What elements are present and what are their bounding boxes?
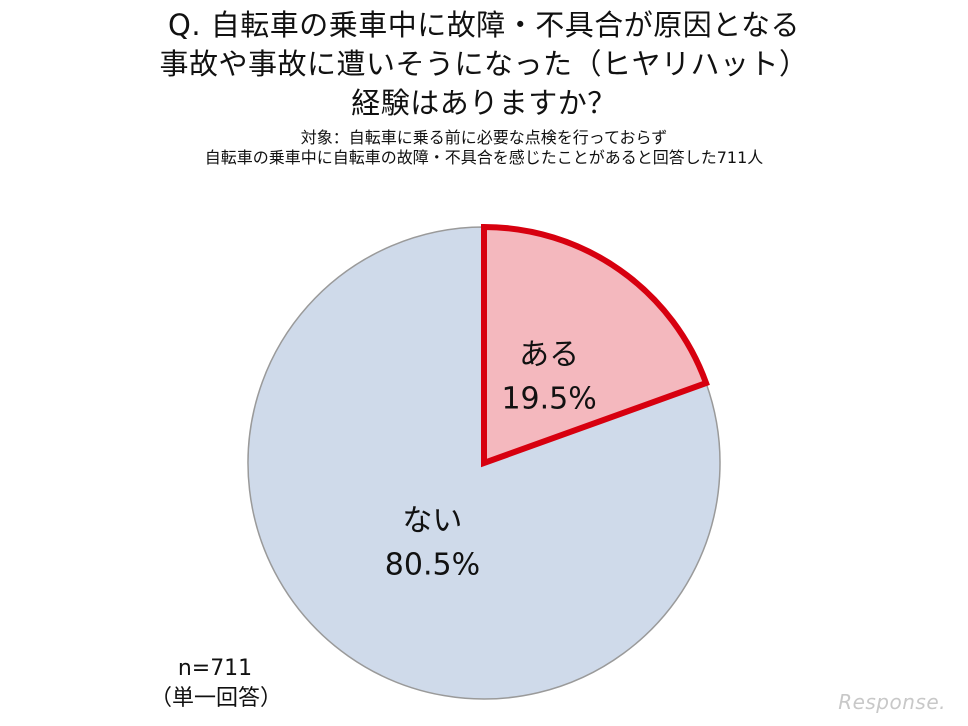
chart-subtitle: 対象：自転車に乗る前に必要な点検を行っておらず 自転車の乗車中に自転車の故障・不… (0, 128, 968, 168)
chart-title-line-2: 事故や事故に遭いそうになった（ヒヤリハット） (159, 47, 809, 81)
slice-value-label: 80.5% (385, 547, 480, 582)
chart-title-line-1: Q. 自転車の乗車中に故障・不具合が原因となる (168, 8, 800, 42)
chart-subtitle-line-1: 対象：自転車に乗る前に必要な点検を行っておらず (300, 128, 668, 147)
chart-title-line-3: 経験はありますか？ (351, 86, 617, 120)
slice-label: ある (519, 337, 579, 372)
answer-type-label: （単一回答） (150, 686, 283, 711)
sample-size-label: n=711 (177, 656, 253, 681)
slice-label: ない (402, 503, 462, 538)
chart-title: Q. 自転車の乗車中に故障・不具合が原因となる 事故や事故に遭いそうになった（ヒ… (0, 6, 968, 123)
watermark-logo: Response. (838, 690, 946, 714)
pie-slice-aru (481, 223, 710, 468)
slice-value-label: 19.5% (501, 381, 596, 416)
chart-footnote: n=711 （単一回答） (150, 654, 283, 714)
chart-subtitle-line-2: 自転車の乗車中に自転車の故障・不具合を感じたことがあると回答した711人 (204, 148, 764, 167)
